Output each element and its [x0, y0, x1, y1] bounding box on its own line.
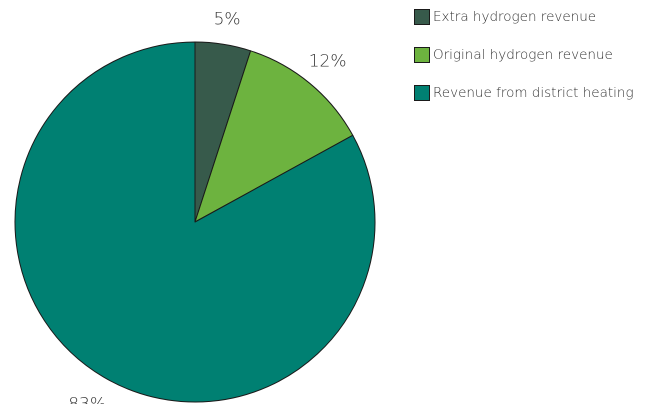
slice-labels: 5% 12% 83% — [68, 10, 346, 404]
pie-slice — [194, 50, 354, 223]
legend-label: Revenue from district heating — [433, 85, 634, 101]
slice-percent-label: 5% — [214, 10, 241, 30]
slice-percent-label: 12% — [309, 52, 347, 72]
legend-item-extra-hydrogen: Extra hydrogen revenue — [414, 8, 634, 26]
legend-swatch — [414, 47, 430, 63]
pie-slices — [14, 41, 376, 403]
slice-percent-label: 83% — [68, 395, 106, 404]
legend-label: Original hydrogen revenue — [433, 47, 613, 63]
legend-item-original-hydrogen: Original hydrogen revenue — [414, 46, 634, 64]
legend-swatch — [414, 9, 430, 25]
chart-legend: Extra hydrogen revenue Original hydrogen… — [414, 8, 634, 122]
legend-swatch — [414, 85, 430, 101]
pie-slice — [14, 41, 376, 403]
legend-label: Extra hydrogen revenue — [433, 9, 597, 25]
legend-item-district-heating: Revenue from district heating — [414, 84, 634, 102]
